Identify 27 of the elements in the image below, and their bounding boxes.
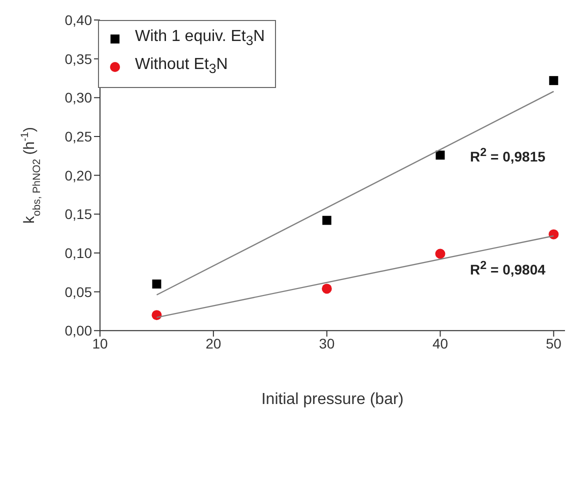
y-tick-label: 0,15 xyxy=(64,206,92,222)
y-tick-label: 0,10 xyxy=(64,244,92,261)
x-tick-label: 30 xyxy=(319,336,335,352)
y-tick-label: 0,40 xyxy=(64,12,92,28)
x-axis-title: Initial pressure (bar) xyxy=(261,390,404,408)
y-tick-label: 0,25 xyxy=(64,128,92,144)
x-tick-label: 40 xyxy=(432,336,448,352)
y-tick-label: 0,20 xyxy=(64,167,92,184)
legend-label: With 1 equiv. Et$_{3}$N xyxy=(135,27,265,50)
legend-label: Without Et$_{3}$N xyxy=(135,55,228,78)
annotation: R$^{2}$ = 0,9804 xyxy=(470,259,546,278)
x-tick-label: 50 xyxy=(546,336,562,352)
point xyxy=(322,216,332,225)
point xyxy=(322,284,332,294)
y-tick-label: 0,05 xyxy=(64,284,92,300)
point xyxy=(436,150,445,160)
y-tick-label: 0,35 xyxy=(64,50,92,67)
x-tick-label: 10 xyxy=(92,336,108,352)
y-tick-label: 0,30 xyxy=(64,90,92,106)
point xyxy=(152,280,162,289)
point xyxy=(435,248,446,259)
x-tick-label: 20 xyxy=(206,336,222,352)
point xyxy=(549,76,558,86)
point xyxy=(152,310,162,320)
point xyxy=(548,229,559,240)
y-tick-label: 0,00 xyxy=(64,322,92,339)
annotation: R$^{2}$ = 0,9815 xyxy=(470,146,546,165)
